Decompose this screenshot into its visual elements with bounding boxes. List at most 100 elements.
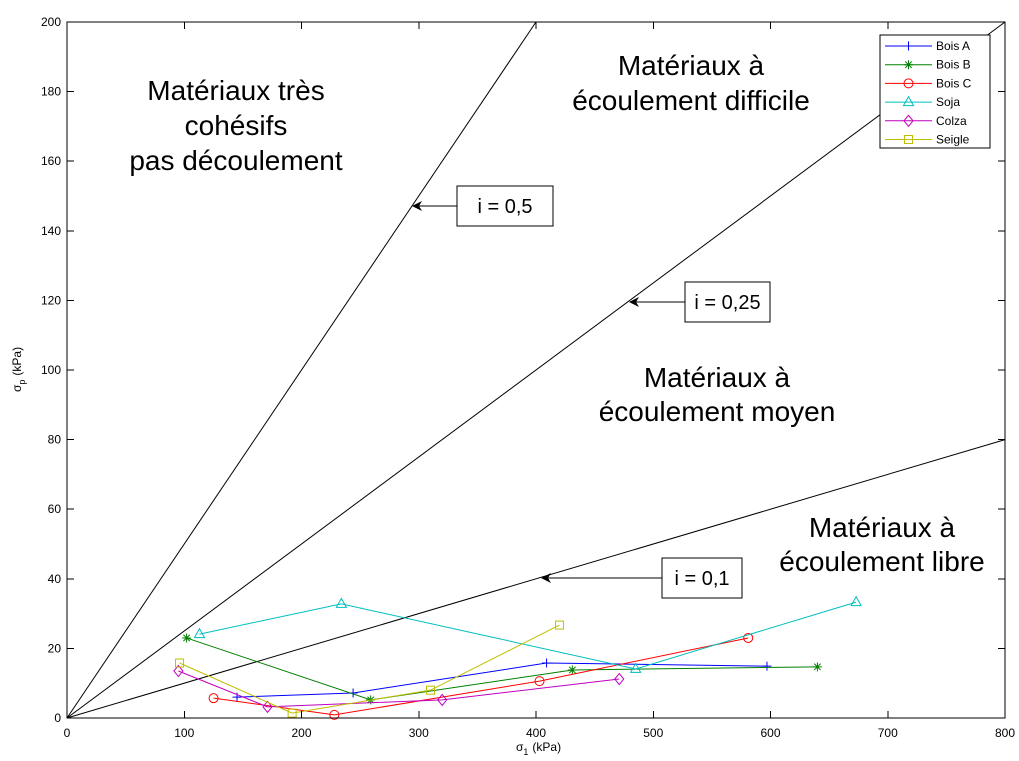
legend-marker-bois-a <box>904 41 913 51</box>
data-point-seigle <box>287 708 297 718</box>
series-line-bois-b <box>186 637 818 701</box>
data-point-bois-b <box>567 665 577 675</box>
annotation-box <box>661 557 743 599</box>
y-tick-label: 200 <box>41 15 61 29</box>
y-axis-label-unit: (kPa) <box>10 347 24 376</box>
legend-box <box>879 34 991 149</box>
legend-marker-colza <box>903 114 914 128</box>
data-point-seigle <box>175 658 185 668</box>
data-point-seigle <box>425 685 435 695</box>
data-point-colza <box>173 664 184 678</box>
legend-entry-bois-c: Bois C <box>885 76 972 90</box>
legend-label: Seigle <box>936 133 970 147</box>
region-label-medium-flow: Matériaux à écoulement moyen <box>599 362 836 427</box>
legend-entry-bois-b: Bois B <box>885 58 971 72</box>
y-tick-label: 140 <box>41 224 61 238</box>
legend: Bois A Bois B Bois C Soja Colza Seigle <box>879 34 991 149</box>
data-point-bois-c <box>208 693 219 704</box>
series-seigle <box>175 620 564 718</box>
annotation-arrowhead <box>541 573 551 583</box>
y-tick-label: 120 <box>41 293 61 307</box>
series-bois-b <box>182 633 822 705</box>
y-tick-label: 60 <box>48 502 62 516</box>
region-label-line: Matériaux à <box>618 50 765 81</box>
y-tick-label: 180 <box>41 85 61 99</box>
x-axis-label-subscript: 1 <box>523 747 528 757</box>
x-axis-label-symbol: σ <box>516 740 524 754</box>
x-axis-label-unit: (kPa) <box>532 740 561 754</box>
region-label-line: Matériaux à <box>644 362 791 393</box>
annotation-label: i = 0,5 <box>477 196 532 218</box>
y-axis-label: σp (kPa) <box>10 347 27 392</box>
y-axis-label-symbol: σ <box>10 384 24 392</box>
data-point-colza <box>437 693 448 707</box>
data-point-colza <box>614 672 625 686</box>
data-point-soja <box>629 662 642 673</box>
annotation-box <box>684 281 771 323</box>
region-label-free-flow: Matériaux à écoulement libre <box>779 512 984 577</box>
x-tick-label: 600 <box>760 726 780 740</box>
reference-line-i-0-25 <box>66 21 1006 719</box>
data-point-soja <box>850 595 862 607</box>
legend-entry-soja: Soja <box>885 95 960 109</box>
legend-label: Soja <box>936 95 960 109</box>
data-point-bois-a <box>762 661 772 671</box>
reference-line-i-0-1 <box>66 439 1006 719</box>
legend-marker-bois-c <box>903 78 914 89</box>
region-label-difficult-flow: Matériaux à écoulement difficile <box>572 50 810 116</box>
annotation-box <box>456 185 554 227</box>
data-point-seigle <box>554 620 564 630</box>
region-label-line: pas découlement <box>129 145 342 176</box>
y-tick-label: 100 <box>41 363 61 377</box>
x-tick-label: 400 <box>526 726 546 740</box>
x-tick-label: 700 <box>878 726 898 740</box>
y-axis-label-subscript: p <box>17 380 27 385</box>
data-point-soja <box>335 597 348 608</box>
legend-entry-colza: Colza <box>885 114 967 128</box>
series-soja <box>193 595 862 673</box>
region-label-line: écoulement libre <box>779 546 984 577</box>
annotation-label: i = 0,1 <box>674 568 729 590</box>
region-label-line: Matériaux à <box>809 512 956 543</box>
region-label-line: Matériaux très <box>147 75 324 106</box>
x-tick-label: 300 <box>409 726 429 740</box>
data-point-bois-c <box>534 676 545 687</box>
region-label-line: cohésifs <box>185 110 288 141</box>
legend-label: Bois C <box>936 76 972 90</box>
legend-entry-seigle: Seigle <box>885 133 970 147</box>
x-tick-label: 100 <box>174 726 194 740</box>
series-line-bois-a <box>236 662 767 698</box>
y-tick-label: 80 <box>48 433 62 447</box>
x-tick-label: 0 <box>64 726 71 740</box>
data-point-bois-b <box>182 633 192 643</box>
series-line-colza <box>178 670 620 708</box>
annotation-i-0-1: i = 0,1 <box>541 557 743 599</box>
legend-marker-seigle <box>904 135 913 144</box>
reference-line-i-0-5 <box>66 21 537 719</box>
axis-ticks: 0 100 200 300 400 500 600 700 800 0 20 40 60 80 100 120… <box>41 15 1015 740</box>
region-label-very-cohesive: Matériaux très cohésifs pas découlement <box>129 75 342 176</box>
legend-marker-soja <box>902 95 915 107</box>
region-label-line: écoulement difficile <box>572 85 810 116</box>
data-point-bois-a <box>542 658 552 668</box>
data-series <box>173 595 862 720</box>
x-tick-label: 800 <box>995 726 1015 740</box>
legend-marker-bois-b <box>904 60 913 70</box>
y-tick-label: 160 <box>41 154 61 168</box>
legend-label: Bois A <box>936 39 970 53</box>
data-point-bois-c <box>329 709 340 720</box>
x-axis-label: σ1 (kPa) <box>516 740 561 757</box>
x-tick-label: 200 <box>291 726 311 740</box>
legend-entry-bois-a: Bois A <box>885 39 970 53</box>
data-point-soja <box>193 627 206 639</box>
series-line-soja <box>199 601 857 670</box>
annotation-i-0-25: i = 0,25 <box>629 281 771 323</box>
region-label-line: écoulement moyen <box>599 396 836 427</box>
y-tick-label: 20 <box>48 641 62 655</box>
y-tick-label: 0 <box>54 711 61 725</box>
legend-label: Colza <box>936 114 967 128</box>
legend-label: Bois B <box>936 58 971 72</box>
annotation-i-0-5: i = 0,5 <box>412 185 554 227</box>
